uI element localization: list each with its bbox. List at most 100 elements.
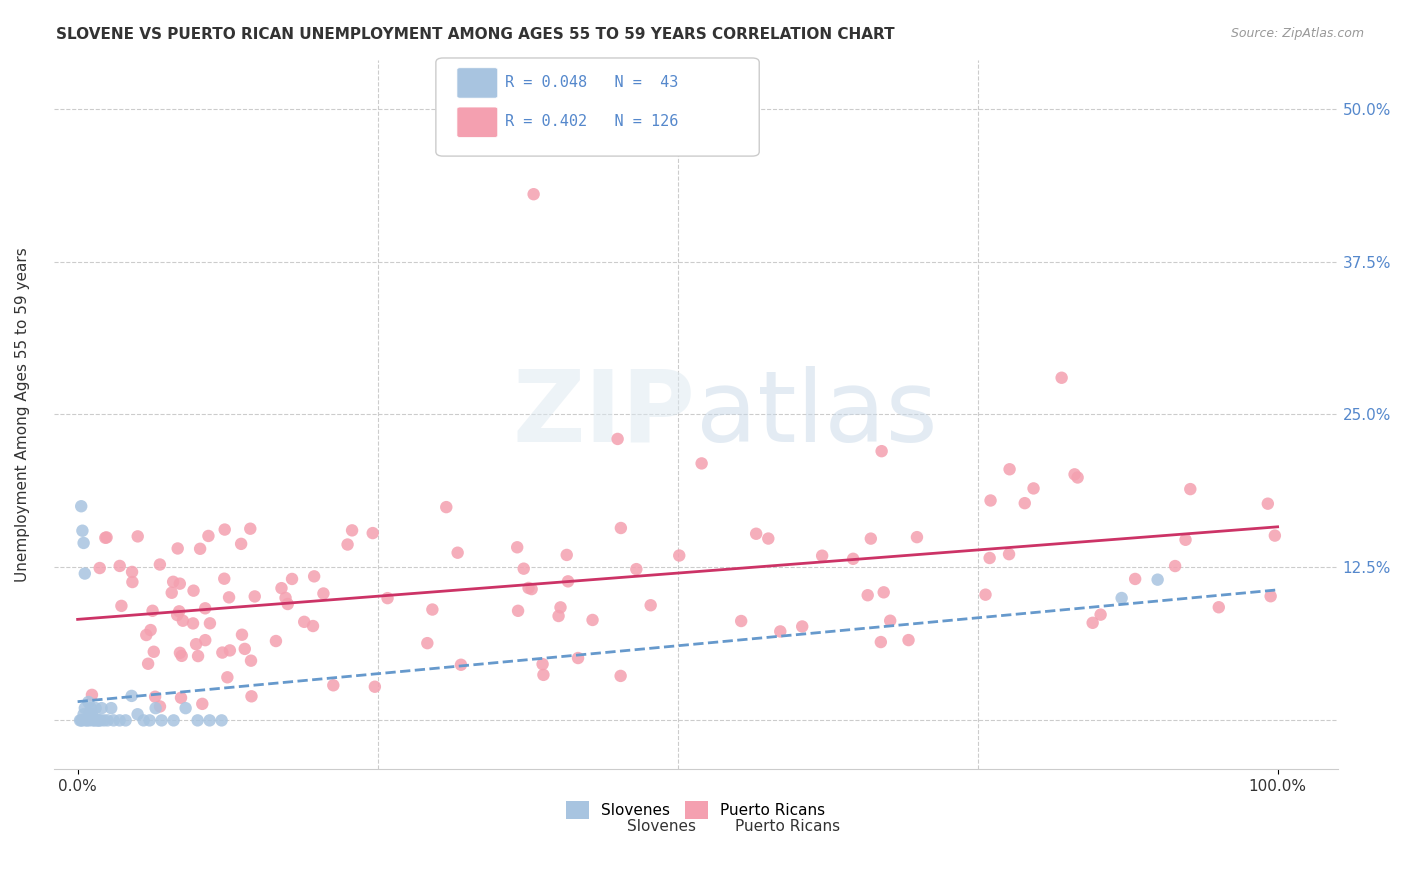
Puerto Ricans bbox=[980, 493, 1002, 508]
Puerto Ricans bbox=[239, 522, 262, 536]
Puerto Ricans bbox=[191, 697, 214, 711]
Slovenes bbox=[87, 714, 110, 728]
Slovenes bbox=[1111, 591, 1133, 605]
Text: atlas: atlas bbox=[696, 366, 938, 463]
Slovenes bbox=[76, 714, 98, 728]
Puerto Ricans bbox=[181, 616, 204, 631]
Puerto Ricans bbox=[218, 643, 240, 657]
Puerto Ricans bbox=[979, 551, 1001, 566]
Slovenes bbox=[72, 707, 94, 722]
Puerto Ricans bbox=[842, 551, 865, 566]
Slovenes bbox=[80, 707, 103, 722]
Puerto Ricans bbox=[640, 599, 662, 613]
Puerto Ricans bbox=[183, 583, 205, 598]
Puerto Ricans bbox=[143, 690, 166, 704]
Puerto Ricans bbox=[756, 532, 779, 546]
Puerto Ricans bbox=[184, 637, 207, 651]
Puerto Ricans bbox=[523, 187, 546, 202]
Puerto Ricans bbox=[270, 581, 292, 595]
Slovenes bbox=[150, 714, 173, 728]
Puerto Ricans bbox=[166, 541, 188, 556]
Puerto Ricans bbox=[80, 688, 103, 702]
Slovenes bbox=[70, 714, 93, 728]
Puerto Ricans bbox=[1063, 467, 1085, 482]
Slovenes bbox=[90, 701, 112, 715]
Puerto Ricans bbox=[1264, 528, 1286, 542]
Puerto Ricans bbox=[142, 645, 165, 659]
Slovenes bbox=[89, 714, 111, 728]
Puerto Ricans bbox=[243, 590, 266, 604]
Puerto Ricans bbox=[264, 634, 287, 648]
Slovenes bbox=[121, 689, 143, 703]
Slovenes bbox=[145, 701, 167, 715]
Puerto Ricans bbox=[218, 591, 240, 605]
Puerto Ricans bbox=[322, 678, 344, 692]
Puerto Ricans bbox=[240, 690, 263, 704]
Slovenes bbox=[174, 701, 197, 715]
Puerto Ricans bbox=[110, 599, 132, 613]
Puerto Ricans bbox=[149, 699, 172, 714]
Puerto Ricans bbox=[434, 500, 457, 515]
Slovenes bbox=[138, 714, 160, 728]
Puerto Ricans bbox=[167, 604, 190, 618]
Puerto Ricans bbox=[169, 576, 191, 591]
Puerto Ricans bbox=[517, 581, 540, 595]
Puerto Ricans bbox=[94, 531, 117, 545]
Puerto Ricans bbox=[1022, 482, 1045, 496]
Puerto Ricans bbox=[1050, 370, 1073, 384]
Puerto Ricans bbox=[169, 646, 191, 660]
Puerto Ricans bbox=[229, 537, 252, 551]
Puerto Ricans bbox=[422, 602, 444, 616]
Slovenes bbox=[72, 536, 94, 550]
Puerto Ricans bbox=[233, 641, 256, 656]
Puerto Ricans bbox=[231, 628, 253, 642]
Puerto Ricans bbox=[336, 537, 359, 551]
Slovenes bbox=[187, 714, 209, 728]
Slovenes bbox=[114, 714, 136, 728]
Slovenes bbox=[69, 714, 91, 728]
Text: R = 0.402   N = 126: R = 0.402 N = 126 bbox=[505, 114, 678, 128]
Puerto Ricans bbox=[136, 657, 159, 671]
Puerto Ricans bbox=[361, 526, 384, 541]
Puerto Ricans bbox=[96, 530, 118, 544]
Puerto Ricans bbox=[139, 623, 162, 637]
Text: Puerto Ricans: Puerto Ricans bbox=[696, 819, 839, 834]
Slovenes bbox=[97, 714, 120, 728]
Puerto Ricans bbox=[1081, 615, 1104, 630]
Puerto Ricans bbox=[1174, 533, 1197, 547]
Puerto Ricans bbox=[547, 609, 569, 624]
Slovenes bbox=[73, 701, 96, 715]
Puerto Ricans bbox=[194, 633, 217, 648]
Slovenes bbox=[1146, 573, 1168, 587]
Puerto Ricans bbox=[998, 462, 1021, 476]
Puerto Ricans bbox=[555, 548, 578, 562]
Text: ZIP: ZIP bbox=[513, 366, 696, 463]
Slovenes bbox=[80, 701, 103, 715]
Puerto Ricans bbox=[998, 547, 1021, 561]
Y-axis label: Unemployment Among Ages 55 to 59 years: Unemployment Among Ages 55 to 59 years bbox=[15, 247, 30, 582]
Puerto Ricans bbox=[211, 646, 233, 660]
Slovenes bbox=[100, 701, 122, 715]
Puerto Ricans bbox=[1257, 497, 1279, 511]
Slovenes bbox=[77, 695, 100, 709]
Slovenes bbox=[162, 714, 184, 728]
Puerto Ricans bbox=[450, 657, 472, 672]
Puerto Ricans bbox=[1164, 559, 1187, 574]
Puerto Ricans bbox=[610, 521, 633, 535]
Puerto Ricans bbox=[1123, 572, 1146, 586]
Puerto Ricans bbox=[89, 561, 111, 575]
Slovenes bbox=[211, 714, 233, 728]
Slovenes bbox=[127, 707, 149, 722]
Slovenes bbox=[132, 714, 155, 728]
Text: Source: ZipAtlas.com: Source: ZipAtlas.com bbox=[1230, 27, 1364, 40]
Slovenes bbox=[198, 714, 221, 728]
Puerto Ricans bbox=[897, 633, 920, 648]
Puerto Ricans bbox=[869, 635, 891, 649]
Puerto Ricans bbox=[170, 690, 193, 705]
Puerto Ricans bbox=[160, 586, 183, 600]
Puerto Ricans bbox=[312, 586, 335, 600]
Puerto Ricans bbox=[281, 572, 304, 586]
Puerto Ricans bbox=[446, 546, 468, 560]
Puerto Ricans bbox=[506, 541, 529, 555]
Slovenes bbox=[82, 714, 104, 728]
